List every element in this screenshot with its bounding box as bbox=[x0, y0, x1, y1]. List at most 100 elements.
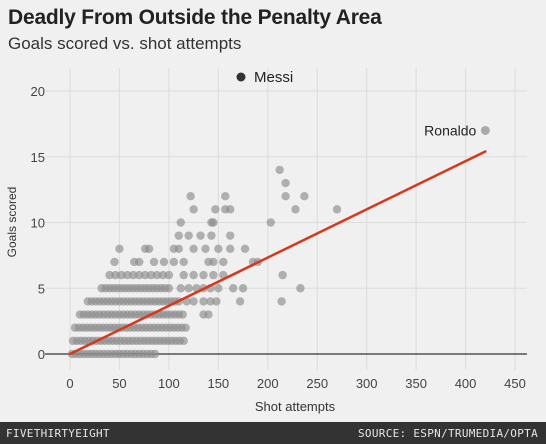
data-point bbox=[275, 165, 284, 175]
x-tick-label: 400 bbox=[455, 376, 477, 391]
chart-subtitle: Goals scored vs. shot attempts bbox=[8, 34, 242, 53]
data-point bbox=[240, 244, 250, 253]
data-point bbox=[209, 218, 218, 227]
data-point bbox=[204, 310, 213, 319]
data-point bbox=[169, 257, 179, 267]
legend-dot bbox=[236, 72, 246, 82]
data-point bbox=[207, 231, 216, 240]
data-point bbox=[111, 270, 120, 280]
data-point bbox=[281, 178, 290, 188]
x-axis-label: Shot attempts bbox=[255, 399, 336, 414]
data-point bbox=[184, 231, 193, 240]
y-tick-label: 15 bbox=[31, 150, 45, 165]
trend-line-layer bbox=[68, 150, 487, 356]
data-point bbox=[123, 270, 132, 280]
data-point bbox=[149, 257, 159, 267]
data-point bbox=[238, 284, 248, 293]
data-point bbox=[211, 205, 220, 214]
data-point bbox=[291, 205, 300, 214]
x-tick-label: 300 bbox=[356, 376, 378, 391]
data-point bbox=[189, 297, 198, 306]
y-tick-label: 20 bbox=[31, 84, 45, 99]
data-point bbox=[189, 205, 198, 214]
data-point bbox=[164, 284, 174, 293]
data-point bbox=[179, 257, 188, 267]
data-point bbox=[164, 270, 174, 280]
legend-label: Messi bbox=[254, 69, 293, 86]
annotation-ronaldo: Ronaldo bbox=[424, 122, 476, 138]
x-tick-label: 250 bbox=[306, 376, 328, 391]
data-point bbox=[281, 192, 290, 201]
x-tick-label: 100 bbox=[158, 376, 180, 391]
data-point bbox=[110, 257, 119, 267]
source-credit: SOURCE: ESPN/TRUMEDIA/OPTA bbox=[358, 427, 538, 440]
data-point bbox=[179, 270, 188, 280]
trend-line bbox=[68, 150, 487, 356]
x-tick-label: 0 bbox=[66, 376, 73, 391]
data-point bbox=[300, 192, 309, 201]
data-point bbox=[189, 244, 198, 253]
data-point bbox=[226, 244, 235, 253]
data-point bbox=[212, 297, 221, 306]
data-point bbox=[206, 297, 215, 306]
x-tick-label: 150 bbox=[207, 376, 229, 391]
data-point bbox=[226, 231, 235, 240]
data-point bbox=[178, 310, 187, 319]
data-point bbox=[181, 323, 190, 332]
data-point bbox=[278, 270, 287, 280]
data-point bbox=[174, 231, 183, 240]
data-point bbox=[159, 257, 169, 267]
data-point bbox=[105, 270, 114, 280]
data-point bbox=[176, 218, 185, 227]
footer: FIVETHIRTYEIGHT SOURCE: ESPN/TRUMEDIA/OP… bbox=[0, 422, 546, 444]
data-points bbox=[67, 125, 490, 359]
data-point bbox=[146, 270, 156, 280]
data-point bbox=[214, 284, 223, 293]
data-point bbox=[209, 257, 218, 267]
x-tick-label: 50 bbox=[112, 376, 126, 391]
data-point bbox=[228, 284, 238, 293]
data-point bbox=[135, 270, 144, 280]
data-point bbox=[332, 205, 342, 214]
data-point bbox=[129, 270, 138, 280]
data-point bbox=[117, 270, 126, 280]
x-tick-label: 200 bbox=[257, 376, 279, 391]
data-point bbox=[115, 244, 124, 253]
data-point bbox=[199, 270, 208, 280]
y-tick-label: 5 bbox=[38, 281, 45, 296]
data-point bbox=[277, 297, 286, 306]
data-point bbox=[186, 192, 195, 201]
y-tick-label: 0 bbox=[38, 347, 45, 362]
data-point bbox=[266, 218, 275, 227]
fivethirtyeight-logo: FIVETHIRTYEIGHT bbox=[6, 427, 110, 440]
data-point bbox=[189, 270, 198, 280]
data-point bbox=[152, 270, 162, 280]
data-point-ronaldo bbox=[480, 125, 490, 135]
data-point bbox=[209, 270, 218, 280]
data-point bbox=[226, 205, 235, 214]
data-point bbox=[158, 270, 168, 280]
data-point bbox=[196, 231, 205, 240]
data-point bbox=[214, 244, 223, 253]
data-point bbox=[296, 284, 305, 293]
data-point bbox=[235, 297, 245, 306]
x-tick-label: 350 bbox=[405, 376, 427, 391]
data-point bbox=[179, 336, 188, 346]
data-point bbox=[221, 192, 230, 201]
data-point bbox=[150, 349, 160, 359]
data-point bbox=[201, 244, 210, 253]
data-point bbox=[135, 257, 144, 267]
data-point bbox=[174, 244, 183, 253]
data-point bbox=[144, 244, 154, 253]
data-point bbox=[184, 284, 193, 293]
y-tick-label: 10 bbox=[31, 216, 45, 231]
data-point bbox=[199, 297, 208, 306]
data-point bbox=[219, 257, 228, 267]
data-point bbox=[176, 284, 185, 293]
x-tick-label: 450 bbox=[504, 376, 526, 391]
y-axis-label: Goals scored bbox=[5, 187, 19, 258]
chart-title: Deadly From Outside the Penalty Area bbox=[8, 6, 382, 29]
data-point bbox=[140, 270, 150, 280]
